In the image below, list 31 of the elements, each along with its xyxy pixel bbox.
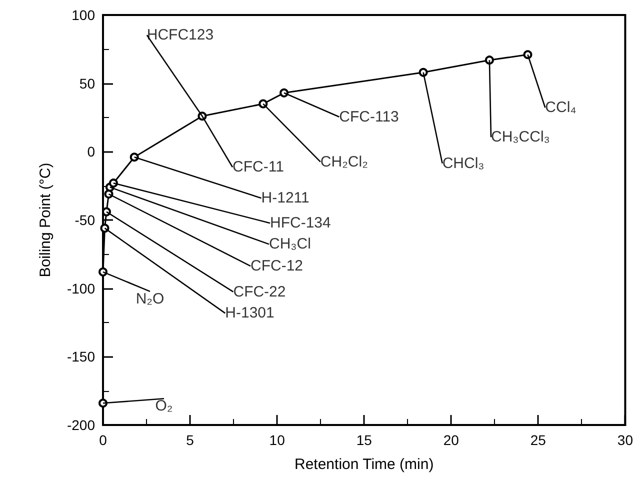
y-tick-label: -100 xyxy=(66,280,96,296)
y-tick-label: 100 xyxy=(72,7,96,23)
x-tick-label: 0 xyxy=(99,432,108,448)
annotation: H-1301 xyxy=(225,304,274,322)
y-tick-label: 0 xyxy=(87,144,96,160)
x-tick-label: 20 xyxy=(443,432,460,448)
annotation: CFC-22 xyxy=(233,283,286,300)
annotation: CH₂Cl₂ xyxy=(320,153,368,170)
x-tick-label: 5 xyxy=(186,432,194,448)
y-axis-title: Boiling Point (°C) xyxy=(37,162,54,278)
annotation: H-1211 xyxy=(261,190,310,207)
y-tick-label: -150 xyxy=(66,348,96,365)
annotation: CH₃CCl₃ xyxy=(490,128,550,146)
x-tick-label: 30 xyxy=(617,432,634,448)
annotation: N₂O xyxy=(136,290,164,308)
annotation: CFC-12 xyxy=(250,258,303,275)
x-tick-label: 10 xyxy=(269,432,286,448)
x-tick-label: 25 xyxy=(530,432,546,448)
y-tick-label: -200 xyxy=(66,417,96,433)
annotation: O₂ xyxy=(155,398,173,415)
annotation: CFC-113 xyxy=(339,108,399,126)
annotation: CH₃Cl xyxy=(268,236,311,253)
annotation: CCl₄ xyxy=(545,99,576,116)
x-axis-title: Retention Time (min) xyxy=(294,456,434,473)
y-tick-label: 50 xyxy=(79,75,96,92)
x-tick-label: 15 xyxy=(356,432,372,448)
annotation: HFC-134 xyxy=(270,214,331,232)
y-tick-label: -50 xyxy=(74,212,96,228)
annotation: CFC-11 xyxy=(232,158,284,176)
annotation: CHCl₃ xyxy=(442,154,484,172)
annotation: HCFC123 xyxy=(146,26,214,44)
